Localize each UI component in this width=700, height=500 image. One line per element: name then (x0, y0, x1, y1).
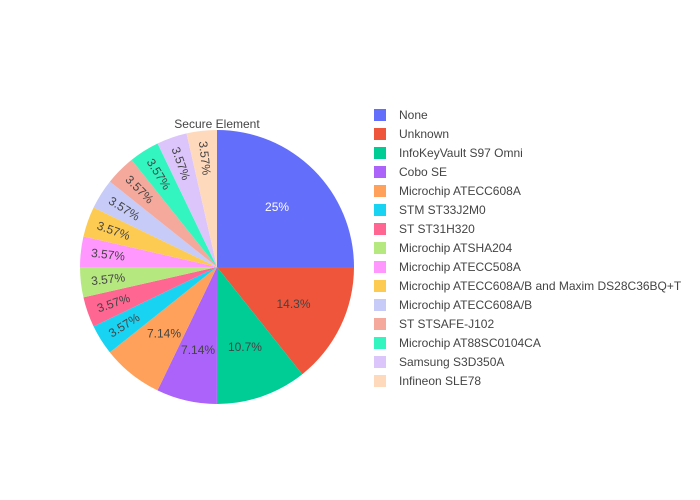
pie-slice-infokeyvault-s97-omni[interactable] (216, 267, 303, 404)
legend-item-stm-st33j2m0[interactable]: STM ST33J2M0 (374, 203, 486, 217)
legend-swatch (374, 204, 386, 216)
legend-swatch (374, 337, 386, 349)
legend-item-st-st31h320[interactable]: ST ST31H320 (374, 222, 475, 236)
legend-label: Microchip AT88SC0104CA (399, 336, 541, 350)
legend-label: ST ST31H320 (399, 222, 475, 236)
legend-swatch (374, 166, 386, 178)
legend-item-microchip-atecc608a-b-and-maxim-ds28c36bq-t[interactable]: Microchip ATECC608A/B and Maxim DS28C36B… (374, 279, 682, 293)
legend-swatch (374, 242, 386, 254)
legend-item-microchip-atecc608a[interactable]: Microchip ATECC608A (374, 184, 521, 198)
legend-label: STM ST33J2M0 (399, 203, 486, 217)
legend-label: Samsung S3D350A (399, 355, 504, 369)
legend-label: Microchip ATECC608A/B (399, 298, 532, 312)
legend-label: InfoKeyVault S97 Omni (399, 146, 523, 160)
pie-slices (80, 130, 354, 404)
pie-slice-infineon-sle78[interactable] (186, 130, 217, 267)
pie-slice-microchip-atecc608a-b-and-maxim-ds28c36bq-t[interactable] (83, 207, 218, 267)
legend-swatch (374, 109, 386, 121)
legend-swatch (374, 299, 386, 311)
pie-slice-unknown[interactable] (217, 267, 354, 375)
legend-swatch (374, 356, 386, 368)
pie-slice-microchip-atecc508a[interactable] (80, 236, 218, 267)
legend-label: Microchip ATECC608A/B and Maxim DS28C36B… (399, 279, 682, 293)
legend-label: Microchip ATECC508A (399, 260, 521, 274)
pie-slice-stm-st33j2m0[interactable] (93, 267, 217, 353)
pie-slice-st-st31h320[interactable] (83, 267, 217, 327)
pie-slice-microchip-atsha204[interactable] (80, 266, 217, 298)
legend-label: Unknown (399, 127, 449, 141)
slice-label: 14.3% (276, 297, 310, 311)
legend-item-microchip-atecc608a-b[interactable]: Microchip ATECC608A/B (374, 298, 532, 312)
legend-item-none[interactable]: None (374, 108, 428, 122)
legend-swatch (374, 128, 386, 140)
legend-swatch (374, 261, 386, 273)
slice-label: 25% (265, 200, 289, 214)
legend-label: Microchip ATECC608A (399, 184, 521, 198)
legend-item-infineon-sle78[interactable]: Infineon SLE78 (374, 374, 481, 388)
legend-swatch (374, 223, 386, 235)
legend-swatch (374, 280, 386, 292)
pie-slice-samsung-s3d350a[interactable] (157, 133, 217, 267)
pie-slice-microchip-at88sc0104ca[interactable] (131, 143, 217, 267)
pie-slice-st-stsafe-j102[interactable] (109, 159, 217, 267)
legend-label: None (399, 108, 428, 122)
slice-label: 3.57% (90, 270, 126, 288)
legend-item-st-stsafe-j102[interactable]: ST STSAFE-J102 (374, 317, 494, 331)
legend-label: Microchip ATSHA204 (399, 241, 512, 255)
legend-item-cobo-se[interactable]: Cobo SE (374, 165, 447, 179)
pie-slice-microchip-atecc608a[interactable] (109, 267, 217, 391)
slice-label: 3.57% (90, 246, 126, 264)
legend-swatch (374, 185, 386, 197)
slice-label: 7.14% (181, 343, 215, 357)
pie-slice-cobo-se[interactable] (157, 267, 217, 404)
pie-slice-microchip-atecc608a-b[interactable] (93, 181, 217, 267)
slice-label: 7.14% (147, 326, 181, 340)
legend-swatch (374, 147, 386, 159)
chart-title: Secure Element (174, 117, 260, 131)
legend-item-samsung-s3d350a[interactable]: Samsung S3D350A (374, 355, 504, 369)
legend: None Unknown InfoKeyVault S97 Omni Cobo SE M… (374, 108, 682, 388)
legend-item-infokeyvault-s97-omni[interactable]: InfoKeyVault S97 Omni (374, 146, 523, 160)
legend-item-microchip-at88sc0104ca[interactable]: Microchip AT88SC0104CA (374, 336, 541, 350)
legend-item-microchip-atecc508a[interactable]: Microchip ATECC508A (374, 260, 521, 274)
pie-slice-none[interactable] (217, 130, 354, 268)
legend-item-unknown[interactable]: Unknown (374, 127, 449, 141)
slice-label: 3.57% (196, 140, 214, 176)
legend-item-microchip-atsha204[interactable]: Microchip ATSHA204 (374, 241, 512, 255)
slice-label: 10.7% (228, 340, 262, 354)
legend-swatch (374, 318, 386, 330)
legend-label: Infineon SLE78 (399, 374, 481, 388)
legend-label: ST STSAFE-J102 (399, 317, 494, 331)
legend-swatch (374, 375, 386, 387)
legend-label: Cobo SE (399, 165, 447, 179)
